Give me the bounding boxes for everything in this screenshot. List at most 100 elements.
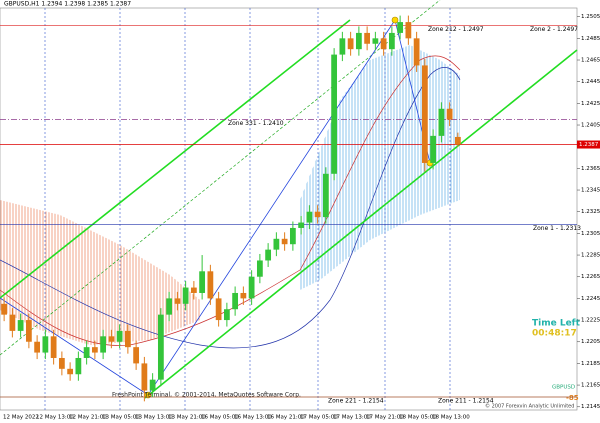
candle-body (108, 336, 115, 342)
time-left-label: Time Left (532, 319, 581, 329)
cloud-red (0, 200, 200, 345)
candle-body (133, 347, 140, 364)
y-tick-label: 1.2205 (581, 339, 600, 345)
candle-body (388, 32, 395, 50)
vendor: © 2007 Forexvin Analytic Unlimited (485, 403, 574, 410)
candle-body (190, 287, 197, 293)
candle-body (339, 38, 346, 55)
x-tick-label: 16 May 21:00 (267, 415, 305, 421)
candle-body (372, 38, 379, 44)
candle-body (34, 341, 41, 353)
candle-body (413, 38, 420, 66)
candle-body (141, 363, 148, 391)
candle-body (1, 303, 8, 315)
candle-body (454, 136, 461, 145)
candle-body (397, 22, 404, 33)
candle-body (298, 222, 305, 228)
x-tick-label: 12 May 13:00 (36, 415, 74, 421)
zone-label: Zone 2 - 1.2497 (530, 26, 578, 33)
y-tick-label: 1.2505 (581, 14, 600, 20)
candle-body (446, 108, 453, 120)
x-tick-label: 12 May 21:00 (69, 415, 107, 421)
candle-body (83, 347, 90, 358)
time-left: 00:48:17 (532, 329, 577, 339)
y-tick-label: 1.2245 (581, 296, 600, 302)
y-tick-label: 1.2305 (581, 231, 600, 237)
y-tick-label: 1.2485 (581, 36, 600, 42)
channel-lines (0, 19, 578, 399)
candle-body (223, 309, 230, 321)
candle-body (199, 271, 206, 293)
candle-body (240, 292, 247, 299)
x-tick-label: 18 May 13:00 (432, 415, 470, 421)
price-tag-label: 1.2387 (579, 142, 599, 148)
y-tick-label: 1.2425 (581, 101, 600, 107)
x-tick-label: 13 May 13:00 (135, 415, 173, 421)
indicator-lines (0, 55, 461, 349)
candle-body (91, 347, 98, 353)
y-tick-label: 1.2365 (581, 166, 600, 172)
candle-body (421, 65, 428, 163)
candle-body (9, 314, 16, 331)
candle-body (380, 38, 387, 50)
symbol-label: GBPUSD (552, 385, 575, 391)
zone-label: Zone 221 - 1.2154 (328, 397, 384, 404)
candle-body (75, 357, 82, 375)
zone-label: Zone 211 - 1.2154 (438, 397, 494, 404)
cloud-blue (300, 45, 460, 290)
y-tick-label: 1.2165 (581, 383, 600, 389)
candle-body (306, 211, 313, 223)
copyright: FreshPoint Terminal, © 2001-2014, MetaQu… (112, 392, 301, 399)
candle-body (355, 32, 362, 50)
candle-body (405, 22, 412, 39)
x-tick-label: 13 May 05:00 (102, 415, 140, 421)
zone-label: Zone 331 - 1.2410 (228, 120, 284, 127)
x-tick-label: 12 May 2022 (3, 415, 39, 421)
candle-body (50, 336, 57, 358)
candle-body (289, 227, 296, 245)
candle-body (430, 135, 437, 163)
y-tick-label: 1.2465 (581, 58, 600, 64)
x-tick-label: 18 May 05:00 (399, 415, 437, 421)
candle-body (248, 276, 255, 299)
x-tick-label: 13 May 21:00 (168, 415, 206, 421)
candle-body (182, 287, 189, 304)
candle-body (438, 108, 445, 136)
candle-body (314, 211, 321, 218)
zone-label: Zone 212 - 1.2497 (428, 26, 484, 33)
candle-body (215, 298, 222, 321)
y-tick-label: 1.2185 (581, 361, 600, 367)
x-tick-label: 17 May 21:00 (366, 415, 404, 421)
candle-body (25, 320, 32, 342)
y-tick-label: 1.2145 (581, 404, 600, 410)
candle-body (364, 32, 371, 44)
chart-title: GBPUSD,H1 1.2394 1.2398 1.2385 1.2387 (4, 1, 131, 8)
candle-body (331, 54, 338, 174)
candle-body (100, 336, 107, 353)
y-tick-label: 1.2405 (581, 123, 600, 129)
candle-body (157, 314, 164, 380)
y-tick-label: 1.2445 (581, 79, 600, 85)
candle-body (174, 298, 181, 304)
y-tick-label: 1.2345 (581, 188, 600, 194)
zone-label: Zone 1 - 1.2313 (533, 225, 581, 232)
pivot-markers (144, 16, 434, 399)
candle-body (166, 298, 173, 315)
candle-body (347, 38, 354, 50)
y-tick-label: 1.2225 (581, 318, 600, 324)
x-tick-label: 17 May 05:00 (300, 415, 338, 421)
candle-body (207, 271, 214, 299)
candle-body (265, 249, 272, 261)
candle-body (322, 173, 329, 218)
channel-mid (0, 0, 441, 356)
y-tick-label: 1.2265 (581, 274, 600, 280)
candle-body (42, 336, 49, 353)
candle-body (67, 368, 74, 375)
candle-body (256, 260, 263, 277)
candle-body (58, 357, 65, 369)
price-tag (577, 140, 600, 149)
wave-lines (0, 19, 431, 396)
candle-body (116, 330, 123, 342)
candle-body (273, 238, 280, 250)
